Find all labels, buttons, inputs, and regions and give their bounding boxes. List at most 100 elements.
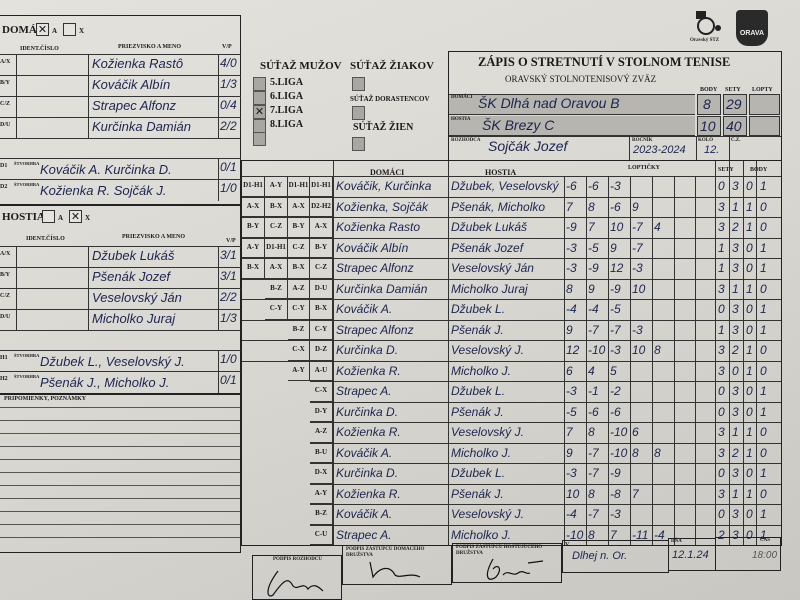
match-points-away: 1 xyxy=(760,302,767,316)
match-set-score: -2 xyxy=(610,384,621,398)
home-col-name: PRIEZVISKO A MENO xyxy=(118,44,182,50)
match-set-score: 8 xyxy=(588,527,595,542)
note-line xyxy=(0,446,240,447)
away-lopty-field[interactable] xyxy=(749,116,780,136)
ident-field[interactable] xyxy=(17,97,87,118)
match-set-score: 10 xyxy=(632,343,646,357)
away-col-vp: V/P xyxy=(226,238,236,244)
time-field[interactable] xyxy=(715,537,781,571)
match-set-score: 9 xyxy=(566,322,573,337)
match-points-home: 1 xyxy=(746,425,753,439)
away-body-field[interactable]: 10 xyxy=(697,116,721,136)
league-checkbox[interactable] xyxy=(253,119,266,133)
ident-field[interactable] xyxy=(17,268,87,289)
divider xyxy=(218,76,219,97)
matches-col-body: BODY xyxy=(750,167,768,173)
match-code: A-Y xyxy=(310,483,333,504)
match-code: B-U xyxy=(310,442,333,463)
row-divider xyxy=(242,278,781,280)
ident-field[interactable] xyxy=(17,118,87,139)
matches-col-domaci: DOMÁCI xyxy=(370,168,405,177)
divider xyxy=(16,97,17,118)
away-team-field[interactable] xyxy=(449,116,695,136)
women-checkbox[interactable] xyxy=(352,137,365,151)
row-divider xyxy=(310,442,781,444)
match-points-away: 0 xyxy=(760,199,767,214)
match-sets-away: 3 xyxy=(732,527,739,542)
ident-field[interactable] xyxy=(17,289,87,310)
home-option-a-checkbox[interactable]: ✕ xyxy=(36,23,49,36)
ident-field[interactable] xyxy=(17,247,87,268)
doubles-row: D2 ŠTVORHRA Kožienka R. Sojčák J. 1/0 xyxy=(0,179,241,201)
note-line xyxy=(0,420,240,421)
match-code: A-Y xyxy=(242,237,265,258)
away-sety-field[interactable]: 40 xyxy=(723,116,747,136)
match-points-away: 1 xyxy=(760,261,767,275)
juniors-checkbox[interactable] xyxy=(352,106,365,120)
note-line xyxy=(0,485,240,486)
home-body-field[interactable]: 8 xyxy=(697,94,721,115)
referee-signature xyxy=(267,570,324,597)
doubles-code: D1 xyxy=(0,163,8,169)
match-code: A-Z xyxy=(288,278,310,299)
divider xyxy=(218,180,219,201)
match-sets-home: 3 xyxy=(718,220,725,234)
match-code: D1-H1 xyxy=(242,176,265,197)
ident-field[interactable] xyxy=(17,310,87,331)
match-sets-home: 3 xyxy=(718,281,725,296)
juniors-competition-title: SÚŤAŽ DORASTENCOV xyxy=(350,95,430,103)
match-set-score: -7 xyxy=(588,466,599,480)
player-name: Strapec Alfonz xyxy=(92,98,177,113)
match-sets-away: 2 xyxy=(732,343,739,357)
notes-area[interactable] xyxy=(0,393,241,553)
divider xyxy=(333,161,334,545)
match-set-score: -6 xyxy=(588,404,599,419)
pupils-checkbox[interactable] xyxy=(352,77,365,91)
match-code: D-Z xyxy=(310,340,333,361)
match-points-home: 0 xyxy=(746,240,753,255)
match-points-home: 1 xyxy=(746,343,753,357)
match-set-score: -9 xyxy=(610,466,621,480)
match-sets-away: 3 xyxy=(732,261,739,275)
player-name: Džubek Lukáš xyxy=(92,248,175,263)
match-code: D-X xyxy=(310,463,333,484)
home-sety-field[interactable]: 29 xyxy=(723,94,747,115)
league-checkbox[interactable] xyxy=(253,77,266,91)
match-set-score: -9 xyxy=(610,281,621,296)
match-set-score: -3 xyxy=(566,466,577,480)
referee-name: Sojčák Jozef xyxy=(488,138,568,154)
doubles-label: ŠTVORHRA xyxy=(14,353,40,358)
match-points-away: 1 xyxy=(760,527,767,542)
note-line xyxy=(0,537,240,538)
home-option-x-checkbox[interactable] xyxy=(63,23,76,36)
doubles-vp: 0/1 xyxy=(220,160,237,174)
match-set-score: -4 xyxy=(566,507,577,521)
home-option-a-label: A xyxy=(52,27,58,35)
away-option-a-checkbox[interactable] xyxy=(42,210,55,223)
match-home-player: Kurčinka D. xyxy=(336,343,399,357)
match-points-away: 0 xyxy=(760,445,767,460)
player-vp: 3/1 xyxy=(220,248,237,262)
divider xyxy=(218,372,219,393)
ident-field[interactable] xyxy=(17,55,87,76)
league-checkbox[interactable] xyxy=(253,91,266,105)
match-home-player: Kováčik Albín xyxy=(336,240,409,255)
away-option-x-checkbox[interactable]: ✕ xyxy=(69,210,82,223)
league-checkbox[interactable]: ✕ xyxy=(253,105,266,119)
match-set-score: -3 xyxy=(566,240,577,255)
match-code: D1-H1 xyxy=(265,237,288,258)
col-body: BODY xyxy=(700,87,718,93)
doubles-code: H1 xyxy=(0,355,8,361)
place-value: Dlhej n. Or. xyxy=(572,550,628,562)
match-set-score: 9 xyxy=(632,199,639,214)
league-extra-checkbox[interactable] xyxy=(253,132,266,146)
match-sets-home: 3 xyxy=(718,445,725,460)
notes-label: PRIPOMIENKY, POZNÁMKY xyxy=(4,396,87,402)
home-team-field[interactable] xyxy=(449,94,695,115)
row-divider xyxy=(310,401,781,403)
match-code: C-Y xyxy=(310,319,333,340)
away-option-x-label: X xyxy=(85,214,91,222)
doubles-code: D2 xyxy=(0,184,8,190)
home-lopty-field[interactable] xyxy=(749,94,780,115)
ident-field[interactable] xyxy=(17,76,87,97)
